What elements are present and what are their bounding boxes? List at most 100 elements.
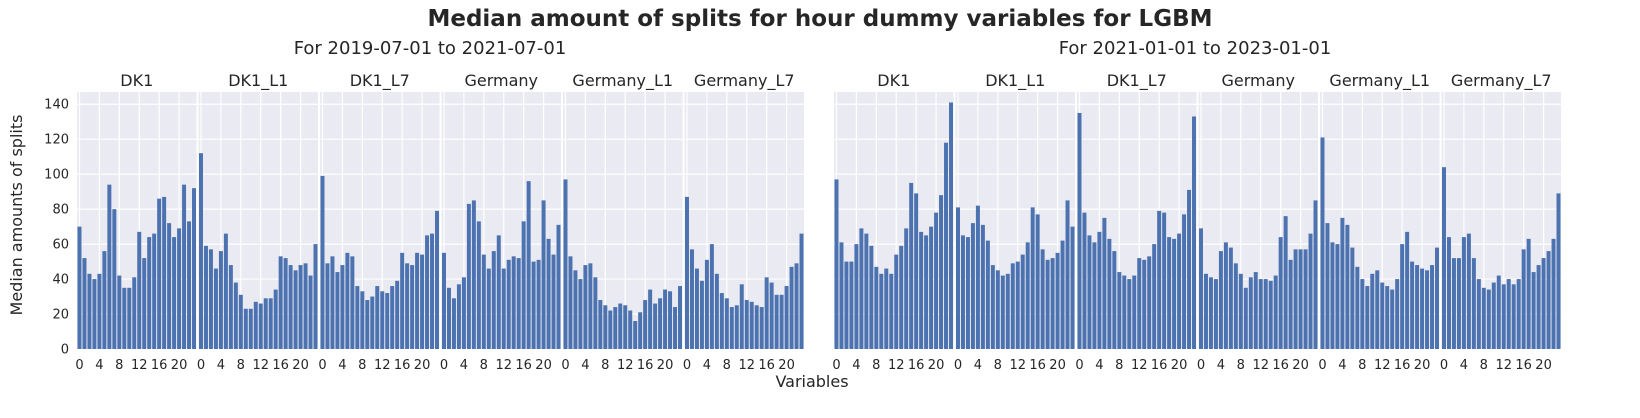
x-tick-label: 8	[601, 358, 609, 373]
x-tick-label: 8	[1358, 358, 1366, 373]
x-tick-label: 20	[778, 358, 795, 373]
y-tick-label: 0	[61, 343, 69, 358]
bar	[415, 252, 420, 349]
panel-background	[684, 92, 804, 349]
x-tick-label: 16	[1394, 358, 1411, 373]
x-tick-label: 8	[1480, 358, 1488, 373]
x-tick-label: 20	[171, 358, 188, 373]
bar	[1541, 258, 1546, 349]
bar	[1137, 258, 1142, 349]
bar	[934, 212, 939, 349]
bar	[1035, 214, 1040, 349]
bar	[380, 291, 385, 349]
bar	[213, 268, 218, 349]
bar	[1521, 249, 1526, 349]
bar	[471, 200, 476, 349]
x-tick-label: 4	[1095, 358, 1103, 373]
bar	[899, 245, 904, 349]
bar	[684, 196, 689, 349]
x-tick-label: 8	[994, 358, 1002, 373]
x-tick-label: 4	[852, 358, 860, 373]
y-tick-label: 120	[44, 133, 69, 148]
bar	[365, 300, 370, 349]
y-tick-label: 40	[52, 273, 69, 288]
bar	[461, 277, 466, 349]
bar	[884, 268, 889, 349]
bar	[1400, 244, 1405, 349]
bar	[719, 293, 724, 349]
x-tick-label: 20	[1535, 358, 1552, 373]
bar	[1258, 279, 1263, 349]
bar	[593, 277, 598, 349]
bar	[293, 270, 298, 349]
bar	[1278, 237, 1283, 349]
panel-background	[563, 92, 683, 349]
bar	[628, 310, 633, 349]
bar	[350, 256, 355, 349]
bar	[1198, 228, 1203, 349]
bar	[1162, 212, 1167, 349]
bar	[759, 307, 764, 349]
bar	[1092, 242, 1097, 349]
bar	[1065, 200, 1070, 349]
x-tick-label: 12	[738, 358, 755, 373]
bar	[92, 279, 97, 349]
bar	[1000, 275, 1005, 349]
x-tick-label: 4	[703, 358, 711, 373]
y-axis-label: Median amounts of splits	[7, 115, 26, 316]
bar	[1167, 237, 1172, 349]
bar	[944, 142, 949, 349]
x-tick-label: 8	[872, 358, 880, 373]
bar	[1491, 282, 1496, 349]
bar	[1208, 277, 1213, 349]
panel-background	[1198, 92, 1318, 349]
bar	[1233, 263, 1238, 349]
bar	[308, 275, 313, 349]
bar	[929, 226, 934, 349]
bar	[77, 226, 82, 349]
bar	[955, 207, 960, 349]
x-tick-label: 0	[318, 358, 326, 373]
x-tick-label: 8	[115, 358, 123, 373]
x-tick-label: 4	[95, 358, 103, 373]
bar	[137, 231, 142, 349]
bar	[779, 294, 784, 349]
bar	[325, 263, 330, 349]
bar	[456, 284, 461, 349]
bar	[491, 251, 496, 349]
bar	[1516, 279, 1521, 349]
x-tick-label: 12	[1374, 358, 1391, 373]
bar	[122, 287, 127, 349]
bar	[704, 259, 709, 349]
bar	[1010, 263, 1015, 349]
bar	[187, 221, 192, 349]
bar	[182, 184, 187, 349]
bar	[1082, 212, 1087, 349]
x-tick-label: 0	[832, 358, 840, 373]
bar	[894, 254, 899, 349]
bar	[744, 300, 749, 349]
panel-title: DK1_L7	[350, 71, 410, 91]
bar	[203, 245, 208, 349]
bar	[1177, 233, 1182, 349]
bar	[1556, 193, 1561, 349]
bar	[1157, 210, 1162, 349]
bar	[400, 252, 405, 349]
bar	[648, 289, 653, 349]
bar	[1345, 224, 1350, 349]
panel-background	[198, 92, 318, 349]
x-tick-label: 0	[197, 358, 205, 373]
bar	[603, 305, 608, 349]
x-tick-label: 16	[758, 358, 775, 373]
bar	[218, 251, 223, 349]
bar	[960, 235, 965, 349]
panel-background	[320, 92, 440, 349]
bar	[1152, 244, 1157, 349]
panel-background	[77, 92, 197, 349]
x-tick-label: 16	[1029, 358, 1046, 373]
panel-background	[1441, 92, 1561, 349]
bar	[769, 282, 774, 349]
bar	[990, 265, 995, 349]
bar	[335, 272, 340, 349]
chart-subtitle: For 2019-07-01 to 2021-07-01	[294, 38, 567, 59]
